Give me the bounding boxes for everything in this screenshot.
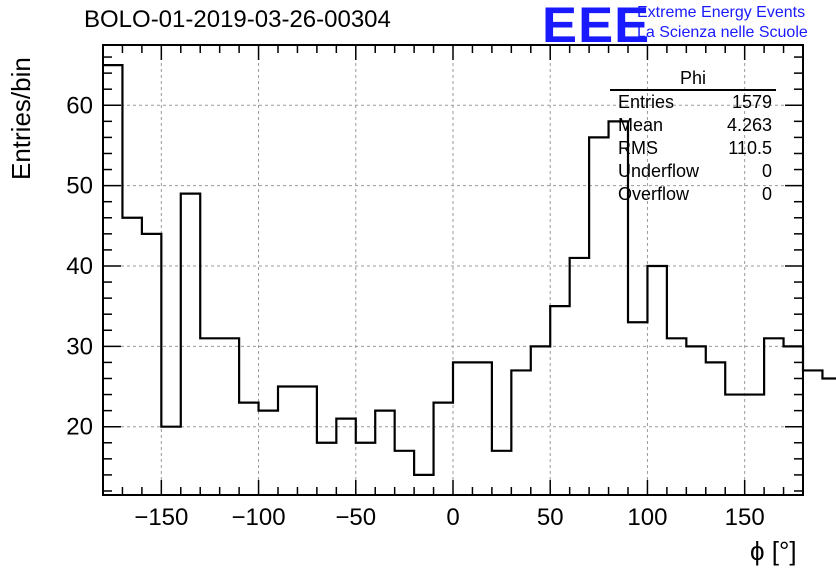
stats-label: Underflow — [618, 161, 700, 181]
axis-ticks — [102, 45, 804, 495]
stats-row-overflow: Overflow 0 — [610, 183, 776, 206]
logo-caption: Extreme Energy Events La Scienza nelle S… — [637, 3, 808, 43]
histogram-bin — [181, 194, 200, 495]
stats-label: Mean — [618, 115, 664, 135]
stats-row-underflow: Underflow 0 — [610, 160, 776, 183]
histogram-bin — [375, 411, 394, 495]
stats-row-entries: Entries 1579 — [610, 91, 776, 114]
x-tick-label: −150 — [134, 504, 188, 531]
histogram-bin — [511, 370, 530, 495]
y-tick-label: 40 — [66, 253, 93, 280]
histogram-bin — [706, 362, 725, 495]
y-tick-label: 20 — [66, 414, 93, 441]
y-tick-label: 60 — [66, 92, 93, 119]
histogram-bin — [531, 346, 550, 495]
histogram-bin — [492, 451, 511, 495]
histogram-bin — [550, 306, 569, 495]
histogram-bin — [336, 419, 355, 495]
stats-label: RMS — [618, 138, 658, 158]
histogram-bin — [589, 137, 608, 495]
histogram-bin — [822, 378, 836, 495]
histogram-bin — [220, 338, 239, 495]
x-tick-label: 50 — [537, 504, 564, 531]
histogram-bin — [472, 362, 491, 495]
histogram-bin — [667, 338, 686, 495]
x-tick-label: −50 — [335, 504, 376, 531]
x-axis-label: ϕ [°] — [750, 536, 797, 566]
histogram-bin — [142, 234, 161, 495]
histogram-outline — [103, 63, 836, 477]
chart-title: BOLO-01-2019-03-26-00304 — [84, 6, 391, 33]
histogram-bin — [570, 258, 589, 495]
histogram-series — [103, 63, 836, 495]
stats-value: 110.5 — [728, 138, 772, 158]
histogram-bin — [647, 266, 666, 495]
histogram-bin — [745, 395, 764, 495]
logo-line-2: La Scienza nelle Scuole — [637, 24, 808, 41]
histogram-bin — [764, 338, 783, 495]
histogram-bin — [239, 403, 258, 495]
histogram-bin — [259, 411, 278, 495]
eee-logo: EEE — [542, 0, 651, 53]
x-tick-label: −100 — [232, 504, 286, 531]
histogram-bin — [200, 338, 219, 495]
stats-row-rms: RMS 110.5 — [610, 137, 776, 160]
y-tick-label: 30 — [66, 333, 93, 360]
histogram-bin — [278, 387, 297, 495]
x-tick-label: 0 — [446, 504, 459, 531]
stats-box: Phi Entries 1579 Mean 4.263 RMS 110.5 Un… — [610, 68, 776, 206]
histogram-bin — [725, 395, 744, 495]
stats-value: 1579 — [731, 92, 772, 112]
stats-value: 4.263 — [726, 115, 772, 135]
stats-row-mean: Mean 4.263 — [610, 114, 776, 137]
histogram-bin — [434, 403, 453, 495]
tick-labels: −150 −100 −50 0 50 100 150 20 30 40 50 60 — [66, 92, 764, 531]
histogram-bin — [803, 370, 822, 495]
stats-value: 0 — [761, 161, 772, 181]
y-tick-label: 50 — [66, 173, 93, 200]
stats-label: Entries — [618, 92, 675, 112]
stats-title: Phi — [610, 68, 776, 91]
histogram-bin — [395, 451, 414, 495]
histogram-bin — [784, 346, 803, 495]
stats-value: 0 — [761, 184, 772, 204]
histogram-bin — [414, 475, 433, 495]
histogram-bin — [161, 427, 180, 495]
y-axis-label: Entries/bin — [6, 57, 36, 180]
histogram-bin — [122, 218, 141, 495]
histogram-bin — [356, 443, 375, 495]
histogram-bin — [297, 387, 316, 495]
histogram-bin — [103, 65, 122, 495]
x-tick-label: 100 — [627, 504, 667, 531]
histogram-bin — [453, 362, 472, 495]
histogram-bin — [686, 346, 705, 495]
histogram-bin — [628, 322, 647, 495]
histogram-bin — [317, 443, 336, 495]
stats-label: Overflow — [618, 184, 690, 204]
logo-line-1: Extreme Energy Events — [637, 4, 806, 21]
x-tick-label: 150 — [725, 504, 765, 531]
